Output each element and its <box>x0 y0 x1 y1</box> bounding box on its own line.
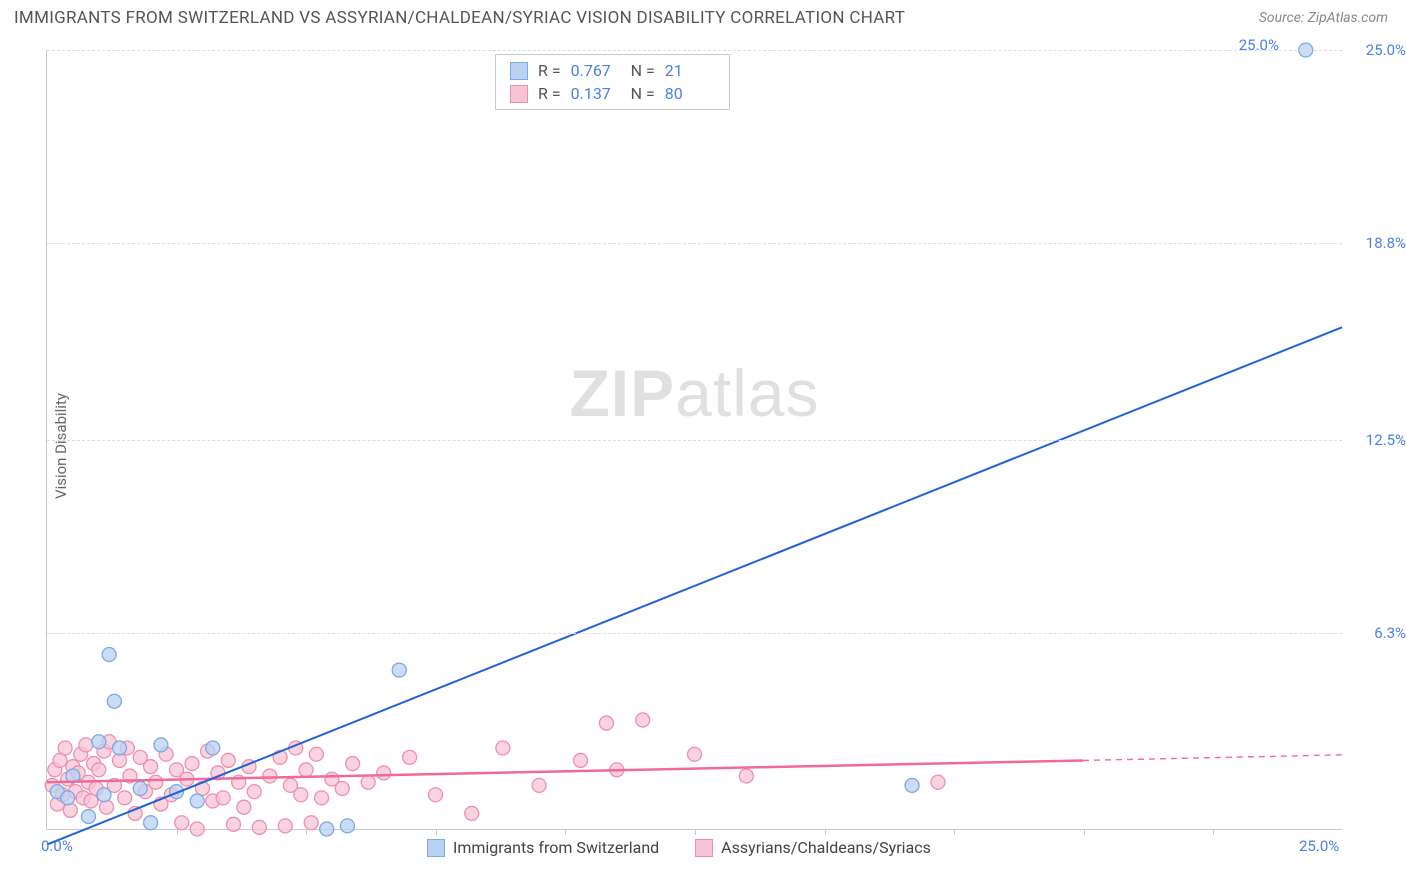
x-minor-tick <box>954 829 955 835</box>
r-value-1: 0.767 <box>571 61 621 80</box>
n-value-2: 80 <box>665 84 715 103</box>
correlation-legend: R = 0.767 N = 21 R = 0.137 N = 80 <box>495 54 730 110</box>
x-tick-label: 25.0% <box>1299 837 1339 855</box>
y-tick-label: 18.8% <box>1346 234 1406 252</box>
y-tick-label: 6.3% <box>1346 624 1406 642</box>
legend-row-series-2: R = 0.137 N = 80 <box>496 82 729 105</box>
x-minor-tick <box>436 829 437 835</box>
source-label: Source: <box>1259 10 1304 26</box>
x-minor-tick <box>1213 829 1214 835</box>
plot-area: ZIPatlas R = 0.767 N = 21 R = 0.137 N = … <box>46 50 1342 830</box>
n-label-2: N = <box>631 84 655 103</box>
x-minor-tick <box>1084 829 1085 835</box>
outlier-label: 25.0% <box>1239 36 1279 54</box>
x-minor-tick <box>306 829 307 835</box>
gridline <box>47 50 1342 51</box>
series-legend: Immigrants from Switzerland Assyrians/Ch… <box>427 838 931 857</box>
swatch-series-2 <box>510 85 528 103</box>
x-minor-tick <box>695 829 696 835</box>
swatch-series-1 <box>510 62 528 80</box>
swatch-series-2-b <box>695 839 713 857</box>
r-label-2: R = <box>538 84 561 103</box>
source-name: ZipAtlas.com <box>1308 10 1388 26</box>
x-minor-tick <box>565 829 566 835</box>
gridline <box>47 243 1342 244</box>
r-value-2: 0.137 <box>571 84 621 103</box>
legend-item-1: Immigrants from Switzerland <box>427 838 659 857</box>
legend-row-series-1: R = 0.767 N = 21 <box>496 59 729 82</box>
legend-label-2: Assyrians/Chaldeans/Syriacs <box>721 838 931 857</box>
chart-title: IMMIGRANTS FROM SWITZERLAND VS ASSYRIAN/… <box>14 8 905 28</box>
r-label-1: R = <box>538 61 561 80</box>
source-attribution: Source: ZipAtlas.com <box>1259 10 1388 26</box>
legend-item-2: Assyrians/Chaldeans/Syriacs <box>695 838 931 857</box>
y-tick-label: 25.0% <box>1346 41 1406 59</box>
x-minor-tick <box>825 829 826 835</box>
gridline <box>47 633 1342 634</box>
legend-label-1: Immigrants from Switzerland <box>453 838 659 857</box>
x-minor-tick <box>177 829 178 835</box>
swatch-series-1-b <box>427 839 445 857</box>
n-label-1: N = <box>631 61 655 80</box>
n-value-1: 21 <box>665 61 715 80</box>
y-tick-label: 12.5% <box>1346 431 1406 449</box>
gridline <box>47 440 1342 441</box>
x-tick-label: 0.0% <box>41 837 73 855</box>
